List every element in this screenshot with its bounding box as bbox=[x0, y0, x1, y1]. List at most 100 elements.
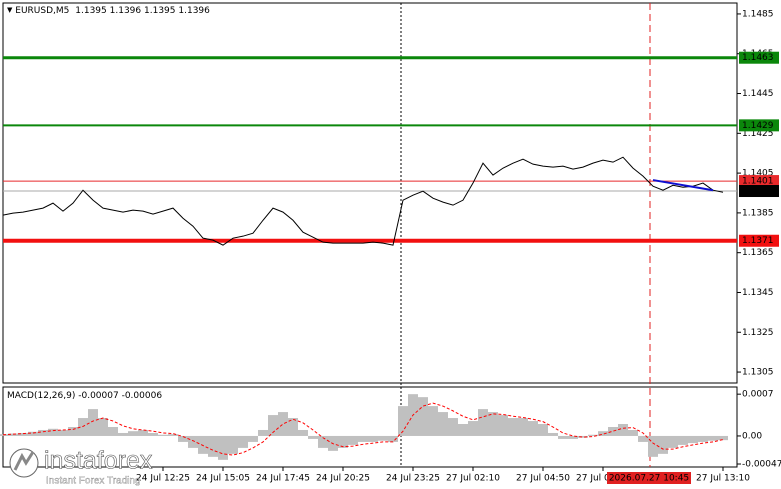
macd-bar bbox=[158, 434, 168, 436]
current-price-label: 1.1396 bbox=[742, 187, 774, 197]
macd-bar bbox=[618, 424, 628, 436]
macd-bar bbox=[388, 435, 398, 442]
macd-bar bbox=[378, 435, 388, 441]
price-line bbox=[2, 156, 724, 246]
macd-bar bbox=[58, 429, 68, 436]
macd-bar bbox=[358, 435, 368, 442]
level-label: 1.1429 bbox=[742, 121, 774, 131]
macd-bar bbox=[708, 435, 718, 441]
cursor-label: 2026.07.27 10:45 bbox=[609, 474, 689, 484]
macd-bar bbox=[598, 431, 608, 436]
x-tick-label: 27 Jul 13:10 bbox=[696, 474, 750, 484]
level-label-box bbox=[739, 119, 779, 132]
y-tick-label: -0.00047 bbox=[742, 460, 781, 470]
macd-bar bbox=[468, 421, 478, 436]
macd-bar bbox=[338, 435, 348, 448]
x-tick-label: 27 Jul 07:30 bbox=[576, 474, 630, 484]
macd-bar bbox=[208, 435, 218, 457]
macd-bar bbox=[348, 435, 358, 445]
y-tick-label: 0.0007 bbox=[742, 390, 774, 400]
macd-bar bbox=[8, 433, 18, 436]
macd-bar bbox=[308, 435, 318, 439]
macd-header: MACD(12,26,9) -0.00007 -0.00006 bbox=[7, 391, 162, 401]
high: 1.1396 bbox=[110, 6, 142, 16]
x-tick-label: 24 Jul 20:25 bbox=[316, 474, 370, 484]
macd-bar bbox=[628, 429, 638, 436]
y-tick-label: 0.00 bbox=[742, 431, 762, 441]
signal-value: -0.00006 bbox=[122, 391, 163, 401]
macd-bar bbox=[488, 412, 498, 436]
macd-bar bbox=[278, 412, 288, 436]
level-label-box bbox=[739, 51, 779, 64]
macd-bar bbox=[78, 418, 88, 436]
macd-bar bbox=[498, 415, 508, 436]
y-tick-label: 1.1425 bbox=[742, 129, 774, 139]
macd-bar bbox=[428, 406, 438, 436]
macd-bar bbox=[558, 435, 568, 439]
cursor-label-box bbox=[607, 472, 691, 484]
y-tick-label: 1.1385 bbox=[742, 208, 774, 218]
macd-bar bbox=[268, 415, 278, 436]
macd-bar bbox=[238, 435, 248, 448]
y-tick-label: 1.1305 bbox=[742, 368, 774, 378]
macd-bar bbox=[148, 432, 158, 436]
logo-icon-mark bbox=[13, 451, 35, 471]
macd-bar bbox=[258, 429, 268, 436]
logo-name: instaforex bbox=[44, 447, 153, 475]
macd-bar bbox=[218, 435, 228, 460]
macd-bar bbox=[48, 428, 58, 436]
macd-bar bbox=[138, 429, 148, 436]
macd-bar bbox=[168, 434, 178, 436]
macd-bar bbox=[648, 435, 658, 457]
marks: 1.14851.14651.14451.14251.14051.13851.13… bbox=[0, 9, 781, 484]
macd-bar bbox=[638, 435, 648, 442]
macd-bar bbox=[718, 435, 728, 441]
macd-bar bbox=[68, 427, 78, 436]
level-label-box bbox=[739, 175, 779, 188]
y-tick-label: 1.1485 bbox=[742, 9, 774, 19]
macd-bar bbox=[688, 435, 698, 444]
y-tick-label: 1.1405 bbox=[742, 169, 774, 179]
close: 1.1396 bbox=[178, 6, 210, 16]
macd-bar bbox=[198, 435, 208, 454]
macd-bar bbox=[38, 429, 48, 436]
macd-bar bbox=[438, 412, 448, 436]
macd-bar bbox=[418, 397, 428, 436]
x-tick-label: 27 Jul 04:50 bbox=[516, 474, 570, 484]
symbol: EURUSD,M5 bbox=[15, 6, 69, 16]
logo-tagline: Instant Forex Trading bbox=[46, 476, 141, 487]
x-tick-label: 24 Jul 12:25 bbox=[136, 474, 190, 484]
macd-bar bbox=[108, 427, 118, 436]
logo: instaforex Instant Forex Trading bbox=[9, 446, 153, 487]
macd-bar bbox=[658, 435, 668, 454]
macd-bar bbox=[288, 418, 298, 436]
price-pane bbox=[2, 2, 738, 384]
macd-bar bbox=[98, 418, 108, 436]
macd-bar bbox=[508, 418, 518, 436]
macd-bar bbox=[578, 435, 588, 438]
macd-bar bbox=[568, 435, 578, 439]
x-tick-label: 27 Jul 02:10 bbox=[446, 474, 500, 484]
macd-title: MACD(12,26,9) bbox=[7, 391, 75, 401]
y-tick-label: 1.1365 bbox=[742, 248, 774, 258]
macd-bar bbox=[698, 435, 708, 442]
y-tick-label: 1.1325 bbox=[742, 328, 774, 338]
macd-bar bbox=[448, 418, 458, 436]
macd-bar bbox=[178, 435, 188, 442]
symbol-marker: ▼ bbox=[7, 6, 13, 14]
macd-bar bbox=[298, 429, 308, 436]
x-tick-label: 24 Jul 23:25 bbox=[386, 474, 440, 484]
macd-bar bbox=[18, 432, 28, 436]
header: ▼ EURUSD,M5 1.1395 1.1396 1.1395 1.1396 bbox=[7, 6, 210, 16]
macd-bar bbox=[518, 418, 528, 436]
current-price-box bbox=[739, 185, 779, 198]
x-tick-label: 24 Jul 17:45 bbox=[256, 474, 310, 484]
macd-bar bbox=[608, 427, 618, 436]
y-tick-label: 1.1345 bbox=[742, 288, 774, 298]
macd-bar bbox=[228, 435, 238, 454]
x-tick-label: 24 Jul 15:05 bbox=[196, 474, 250, 484]
y-tick-label: 1.1445 bbox=[742, 89, 774, 99]
level-label-box bbox=[739, 234, 779, 247]
level-label: 1.1371 bbox=[742, 236, 774, 246]
